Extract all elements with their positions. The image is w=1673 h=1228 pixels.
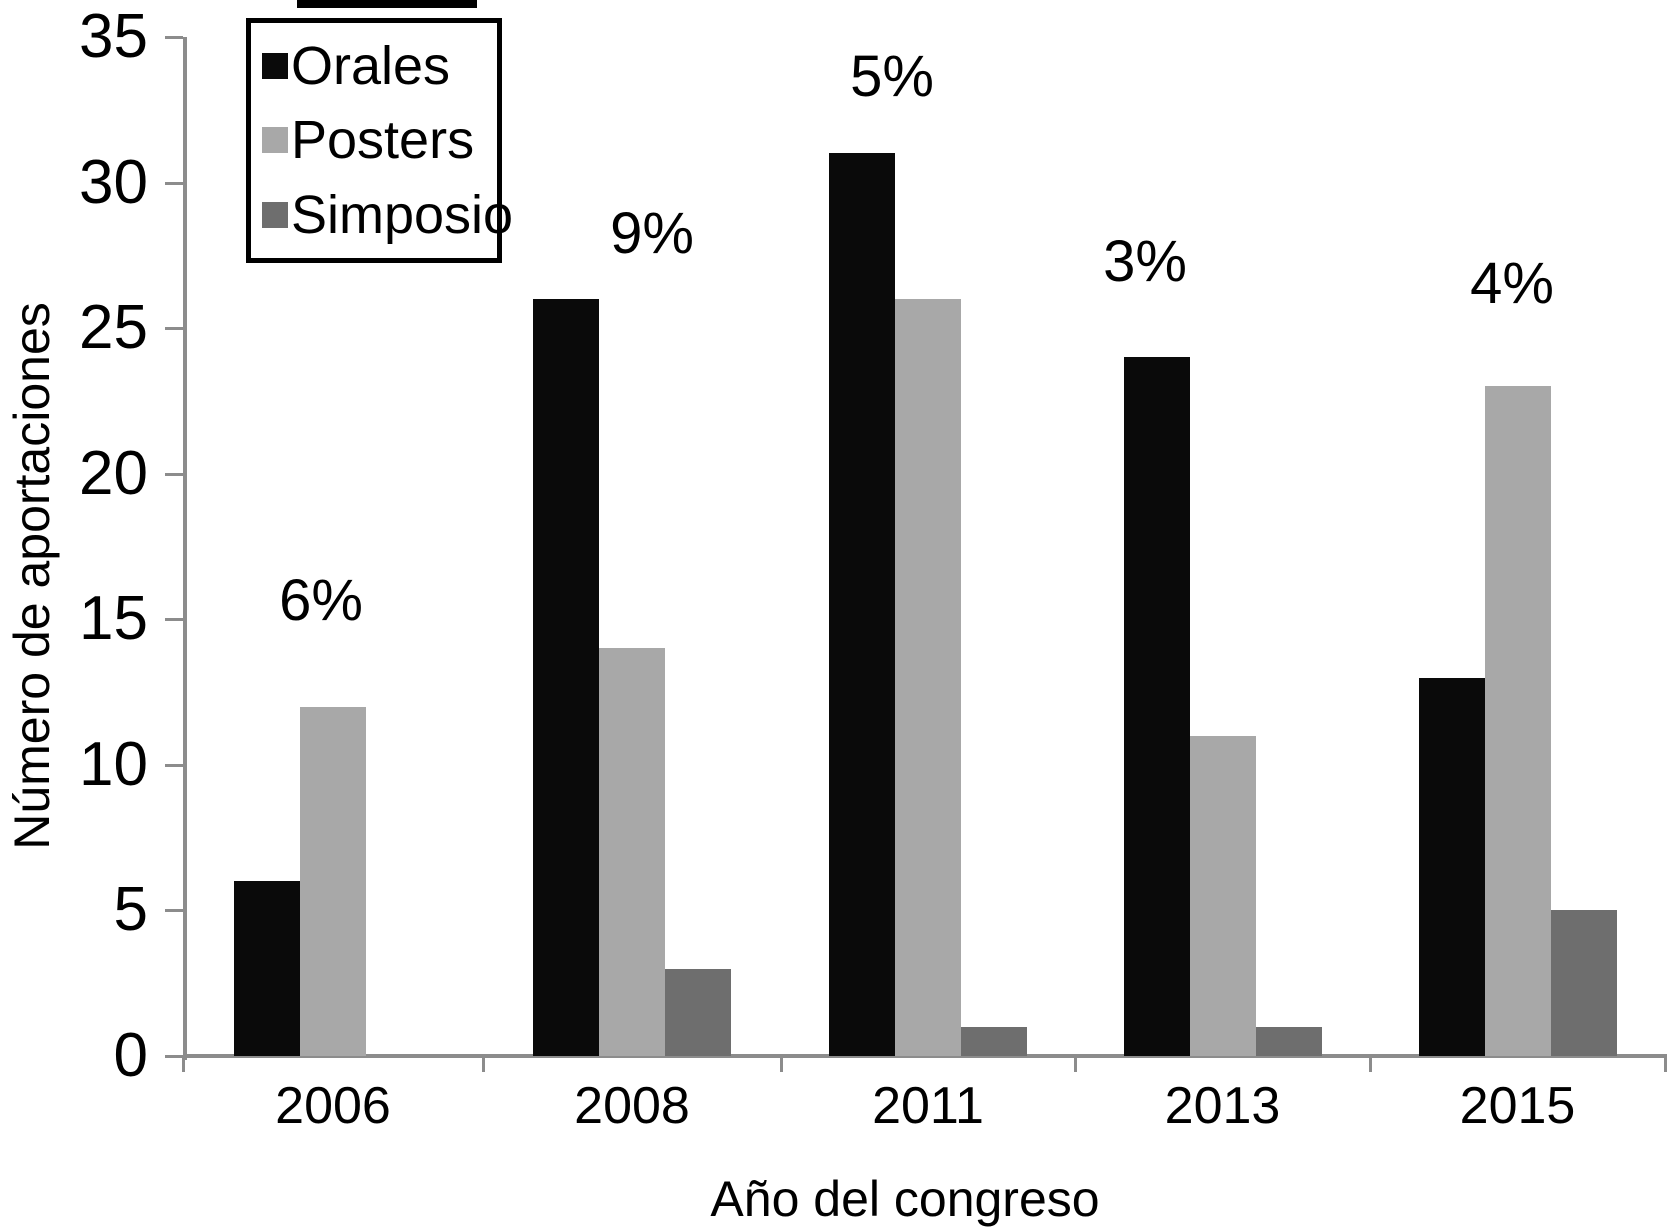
bar-simposio-2015 xyxy=(1550,910,1617,1056)
bar-orales-2015 xyxy=(1418,677,1485,1056)
y-tick xyxy=(165,909,183,913)
bar-simposio-2011 xyxy=(961,1026,1027,1056)
legend-item-posters: Posters xyxy=(262,113,497,167)
bar-orales-2008 xyxy=(533,299,599,1056)
bar-posters-2015 xyxy=(1484,386,1551,1056)
legend-item-orales: Orales xyxy=(262,39,497,93)
x-tick xyxy=(780,1056,783,1072)
bar-simposio-2013 xyxy=(1255,1026,1322,1056)
y-tick xyxy=(165,1055,183,1058)
y-tick-label-25: 25 xyxy=(79,293,148,363)
legend: Orales Posters Simposio xyxy=(246,18,513,263)
bar-simposio-2008 xyxy=(665,968,731,1056)
pct-label-2006: 6% xyxy=(265,570,377,632)
pct-label-2013: 3% xyxy=(1089,231,1201,293)
cropped-bar-artifact xyxy=(297,0,477,8)
y-tick xyxy=(165,327,183,331)
bar-orales-2013 xyxy=(1123,357,1190,1056)
pct-label-2008: 9% xyxy=(596,203,708,265)
year-label-2006: 2006 xyxy=(275,1077,391,1135)
x-tick xyxy=(1074,1056,1077,1072)
y-tick xyxy=(165,36,183,39)
x-tick xyxy=(1664,1056,1667,1072)
bar-posters-2008 xyxy=(599,648,665,1056)
y-tick-label-20: 20 xyxy=(79,438,148,508)
legend-label-posters: Posters xyxy=(291,110,475,171)
y-tick-label-15: 15 xyxy=(79,584,148,654)
y-tick-label-5: 5 xyxy=(113,875,148,945)
posters-swatch-icon xyxy=(262,127,288,154)
pct-label-2011: 5% xyxy=(836,46,948,108)
simposio-swatch-icon xyxy=(262,201,288,228)
x-tick xyxy=(182,1056,185,1072)
pct-label-2015: 4% xyxy=(1456,253,1568,315)
y-tick xyxy=(165,472,183,476)
x-tick xyxy=(482,1056,485,1072)
y-tick xyxy=(165,181,183,185)
legend-label-simposio: Simposio xyxy=(291,184,514,245)
y-tick-label-10: 10 xyxy=(79,729,148,799)
bar-orales-2006 xyxy=(234,881,300,1056)
x-axis-title: Año del congreso xyxy=(710,1171,1100,1227)
x-axis-line xyxy=(183,1054,1667,1058)
year-label-2008: 2008 xyxy=(574,1077,690,1135)
legend-item-simposio: Simposio xyxy=(262,188,513,242)
orales-swatch-icon xyxy=(262,53,288,80)
year-label-2011: 2011 xyxy=(872,1077,984,1135)
y-tick-label-35: 35 xyxy=(79,2,148,71)
bar-orales-2011 xyxy=(829,153,895,1056)
bar-posters-2013 xyxy=(1189,735,1256,1056)
bar-posters-2006 xyxy=(300,706,366,1056)
y-tick-label-0: 0 xyxy=(113,1021,148,1090)
y-tick xyxy=(165,763,183,767)
bar-posters-2011 xyxy=(895,299,961,1056)
legend-label-orales: Orales xyxy=(291,36,451,97)
year-label-2015: 2015 xyxy=(1459,1077,1576,1135)
year-label-2013: 2013 xyxy=(1164,1077,1281,1135)
y-axis-line xyxy=(183,37,187,1060)
y-tick xyxy=(165,618,183,622)
x-tick xyxy=(1369,1056,1372,1072)
y-tick-label-30: 30 xyxy=(79,147,148,217)
